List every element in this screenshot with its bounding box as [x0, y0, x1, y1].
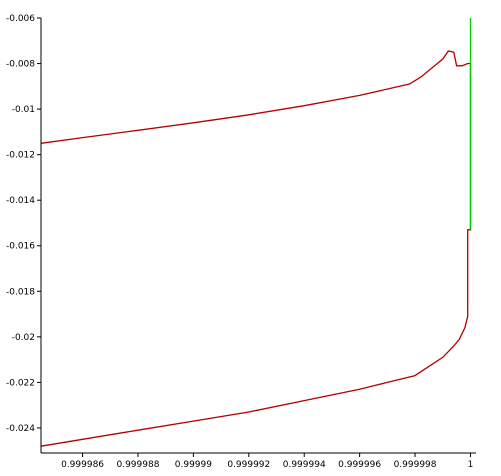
x-tick-label: 0.999986 — [61, 460, 104, 470]
series-line-1 — [40, 50, 472, 447]
y-tick-label: -0.018 — [6, 287, 35, 297]
y-tick-label: -0.016 — [6, 242, 35, 252]
y-tick-label: -0.022 — [6, 378, 35, 388]
y-tick-label: -0.008 — [6, 60, 35, 70]
y-tick-label: -0.006 — [6, 14, 35, 24]
y-tick-label: -0.014 — [6, 196, 35, 206]
y-tick-label: -0.012 — [6, 151, 35, 161]
x-tick-label: 0.999998 — [394, 460, 437, 470]
x-ticks: 0.999986 0.999988 0.99999 0.999992 0.999994 0… — [61, 453, 473, 470]
y-tick-label: -0.01 — [12, 105, 35, 115]
y-tick-label: -0.024 — [6, 424, 35, 434]
x-tick-label: 0.999988 — [116, 460, 159, 470]
x-tick-label: 0.999994 — [283, 460, 326, 470]
x-tick-label: 0.999992 — [227, 460, 270, 470]
x-tick-label: 0.999996 — [338, 460, 381, 470]
y-tick-label: -0.02 — [12, 333, 35, 343]
y-ticks: -0.006 -0.008 -0.01 -0.012 -0.014 -0.016 -0.01… — [6, 14, 41, 434]
x-tick-label: 1 — [468, 460, 474, 470]
series-layer — [40, 18, 472, 447]
x-tick-label: 0.99999 — [175, 460, 212, 470]
